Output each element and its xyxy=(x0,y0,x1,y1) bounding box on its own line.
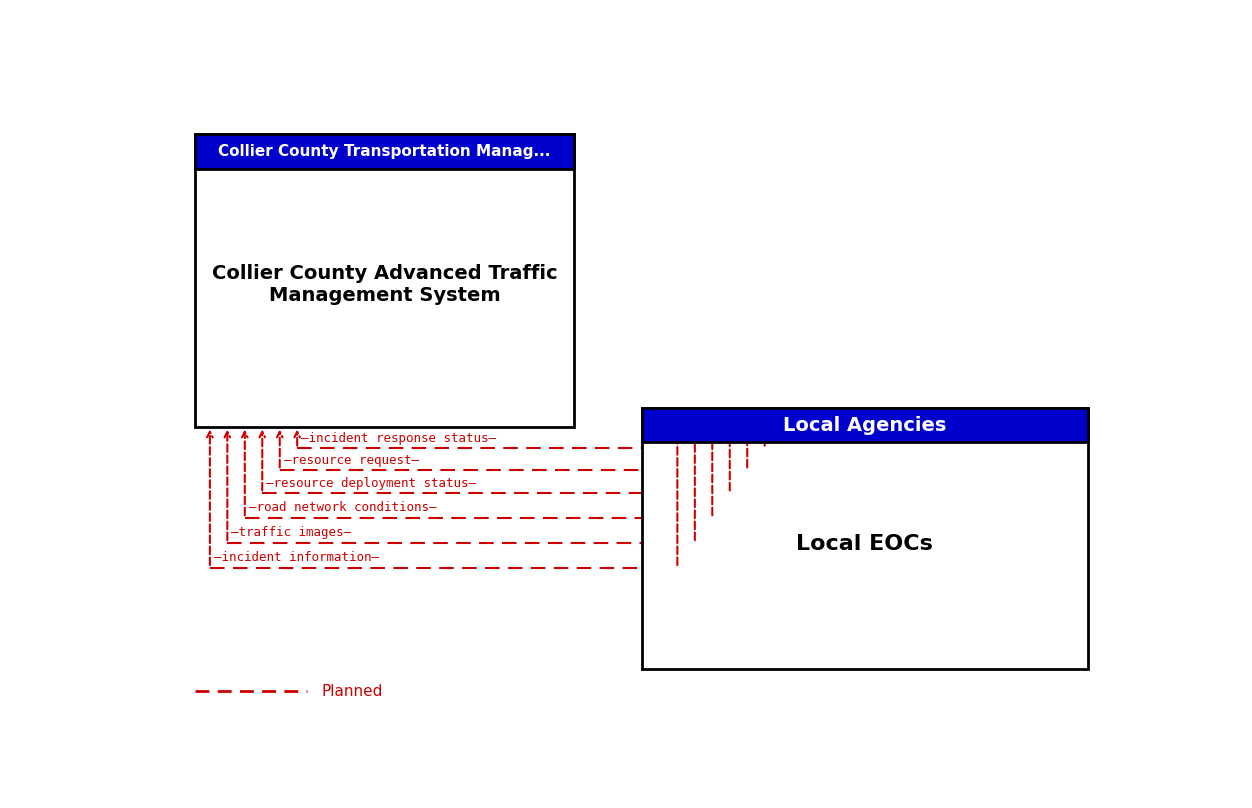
Text: Local EOCs: Local EOCs xyxy=(796,534,933,554)
Text: –road network conditions–: –road network conditions– xyxy=(249,502,436,515)
Text: –traffic images–: –traffic images– xyxy=(232,526,352,539)
Bar xyxy=(641,408,1088,669)
Text: Collier County Advanced Traffic
Management System: Collier County Advanced Traffic Manageme… xyxy=(212,264,557,305)
Text: –resource request–: –resource request– xyxy=(284,453,418,466)
Text: Local Agencies: Local Agencies xyxy=(784,415,947,435)
Text: –incident information–: –incident information– xyxy=(214,551,379,564)
Text: Planned: Planned xyxy=(322,684,383,699)
Text: –incident response status–: –incident response status– xyxy=(300,431,496,444)
Text: Collier County Transportation Manag...: Collier County Transportation Manag... xyxy=(218,144,551,159)
Bar xyxy=(195,134,573,169)
Bar xyxy=(195,134,573,169)
Bar xyxy=(641,408,1088,442)
Bar xyxy=(641,408,1088,442)
Bar xyxy=(195,134,573,427)
Text: –resource deployment status–: –resource deployment status– xyxy=(267,477,476,490)
